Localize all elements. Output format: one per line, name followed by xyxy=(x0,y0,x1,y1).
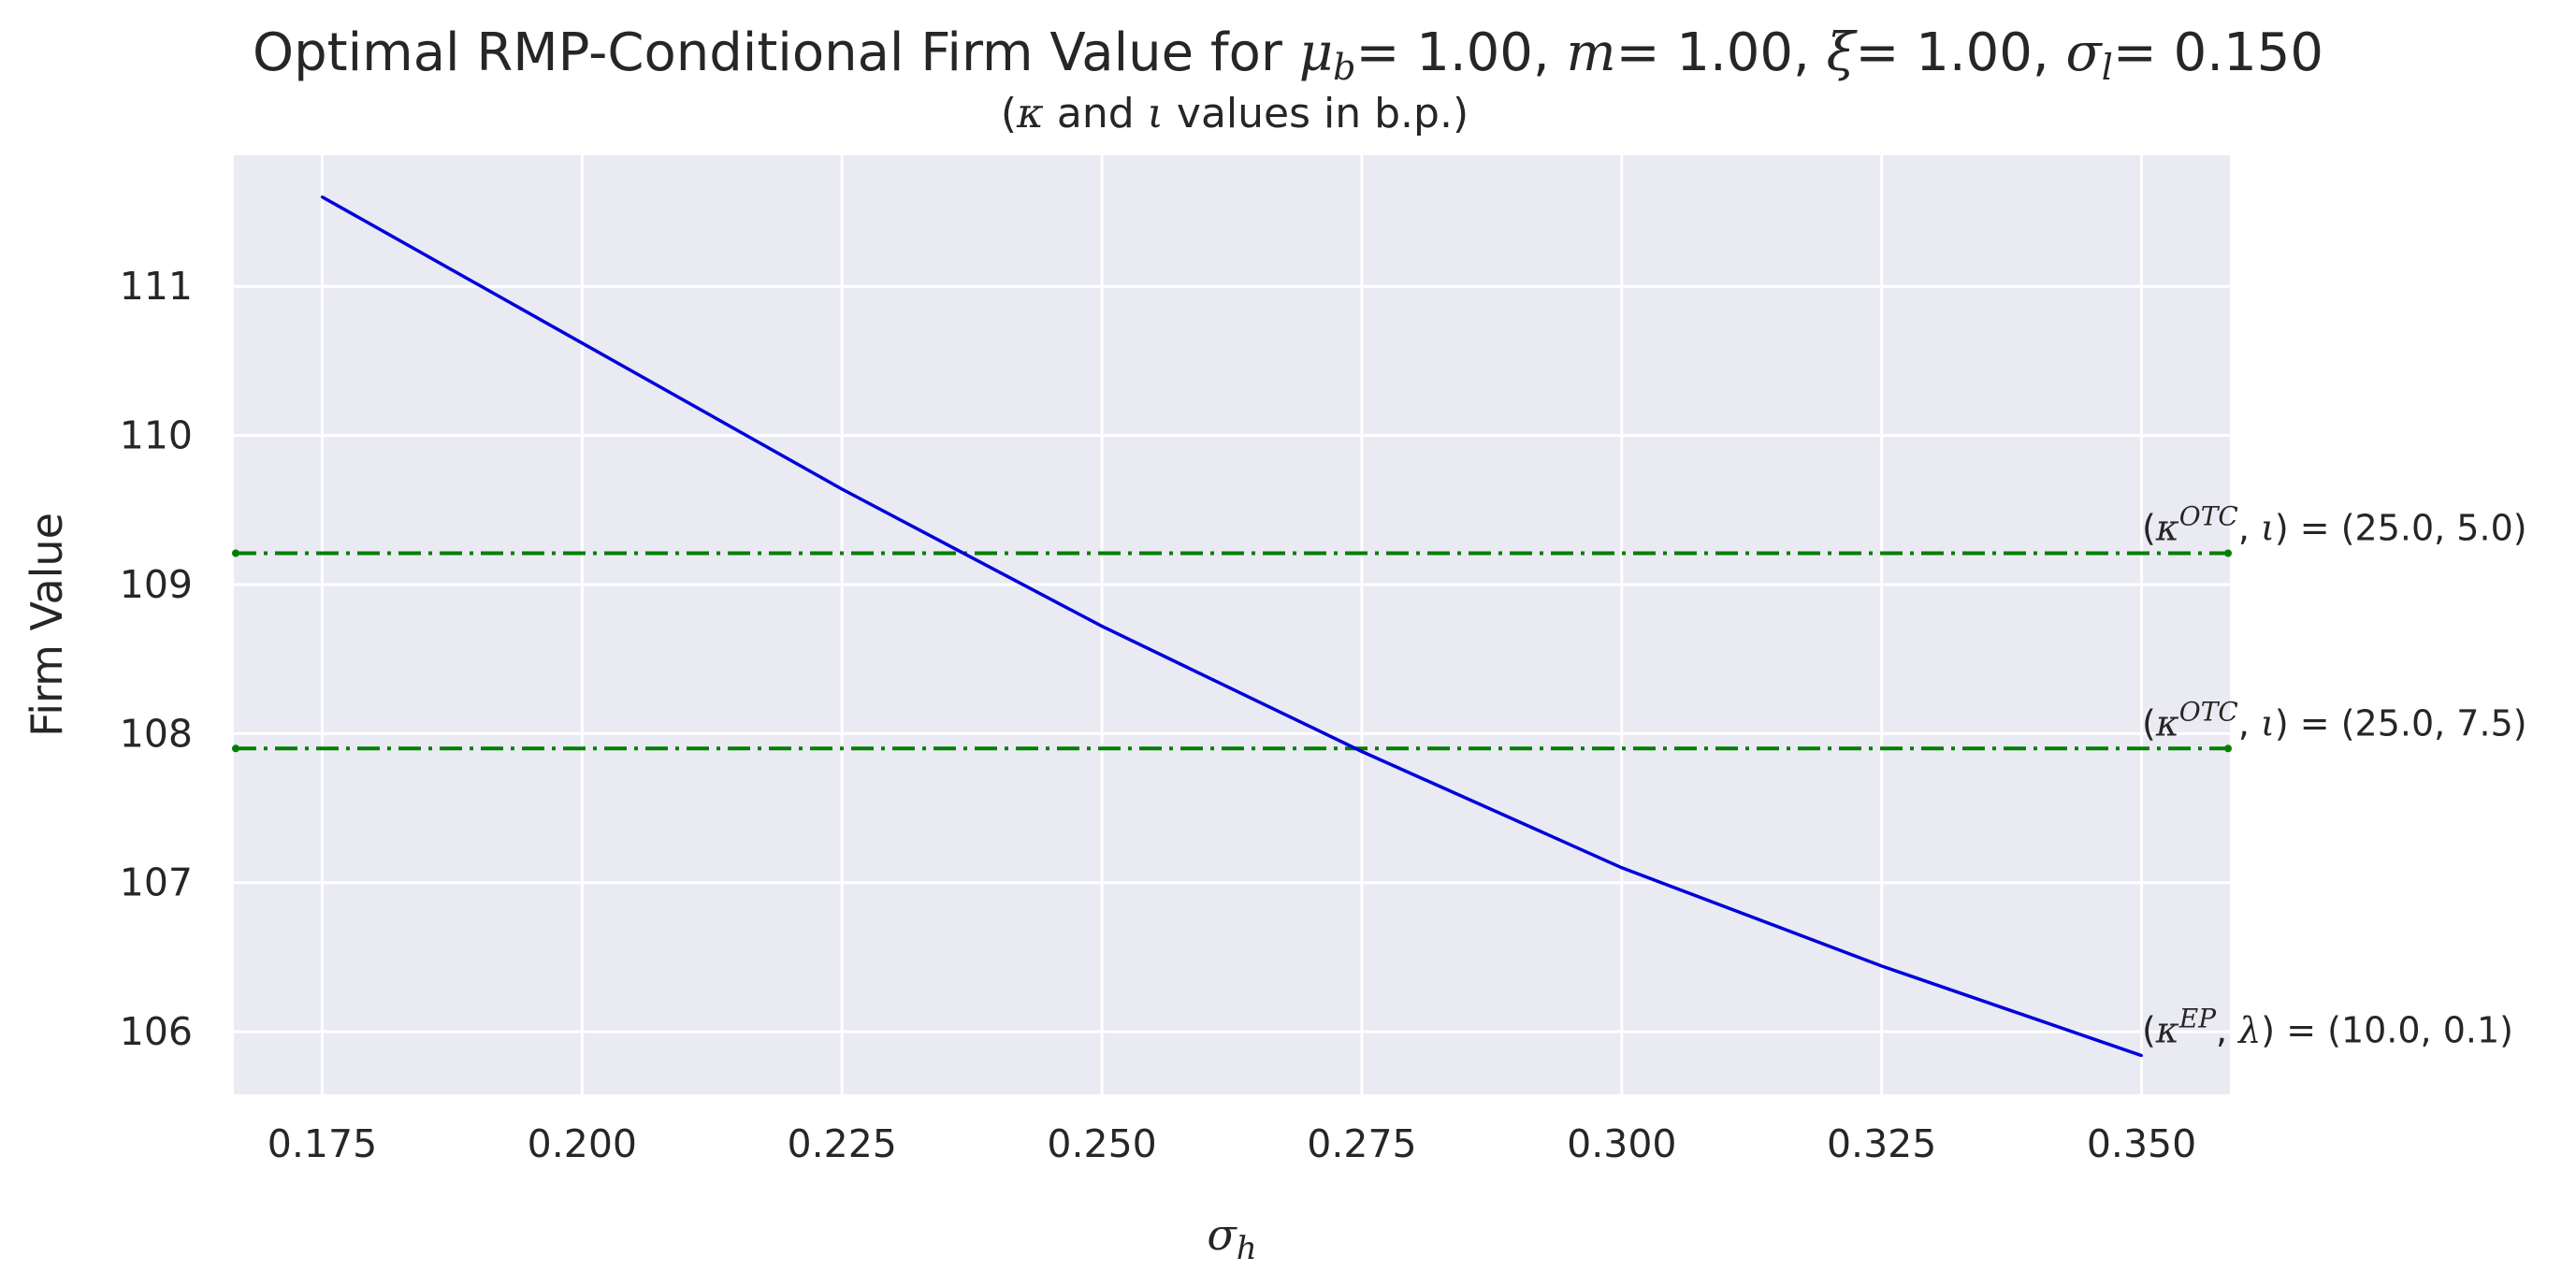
reference-line-marker-start xyxy=(232,549,239,557)
x-tick-label: 0.200 xyxy=(528,1121,637,1166)
series-point xyxy=(1360,749,1364,753)
x-tick-label: 0.175 xyxy=(268,1121,377,1166)
series-annotation: (κEP, λ) = (10.0, 0.1) xyxy=(2142,1004,2513,1051)
reference-line-annotation: (κOTC, ι) = (25.0, 7.5) xyxy=(2142,696,2527,744)
series-point xyxy=(580,341,584,345)
reference-line-marker-start xyxy=(232,744,239,753)
reference-lines xyxy=(232,549,2232,753)
x-tick-label: 0.250 xyxy=(1047,1121,1156,1166)
y-tick-label: 110 xyxy=(120,413,193,458)
title-param-mu-value: 1.00 xyxy=(1416,22,1533,83)
x-tick-label: 0.350 xyxy=(2087,1121,2196,1166)
title-param-xi-value: 1.00 xyxy=(1916,22,2033,83)
title-param-mu-symbol: μ xyxy=(1299,22,1333,83)
title-param-mu-sub: b xyxy=(1333,47,1355,88)
x-axis-ticks: 0.175 0.200 0.225 0.250 0.275 0.300 0.325 0.350 xyxy=(268,1121,2196,1166)
y-tick-label: 109 xyxy=(120,562,193,607)
series-point xyxy=(1880,964,1884,968)
series-group xyxy=(320,195,2144,1058)
title-param-m-symbol: m xyxy=(1567,22,1616,83)
reference-line-annotation: (κOTC, ι) = (25.0, 5.0) xyxy=(2142,501,2527,549)
series-point xyxy=(1620,866,1624,870)
series-point xyxy=(320,195,324,199)
annotations: (κOTC, ι) = (25.0, 5.0) (κOTC, ι) = (25.0… xyxy=(2142,501,2527,1051)
grid xyxy=(234,155,2230,1094)
series-point xyxy=(840,487,844,491)
x-tick-label: 0.325 xyxy=(1827,1121,1936,1166)
y-tick-label: 107 xyxy=(120,860,193,905)
title-param-sigma-value: 0.150 xyxy=(2174,22,2323,83)
title-param-sigma-sub: l xyxy=(2102,47,2113,88)
chart-title-prefix: Optimal RMP-Conditional Firm Value for xyxy=(253,22,1299,83)
y-axis-label: Firm Value xyxy=(22,513,72,737)
chart-title: Optimal RMP-Conditional Firm Value for μ… xyxy=(253,22,2323,88)
y-tick-label: 111 xyxy=(120,264,193,309)
y-axis-ticks: 106 107 108 109 110 111 xyxy=(120,264,193,1054)
x-axis-label: σh xyxy=(1207,1209,1256,1267)
title-param-xi-symbol: ξ xyxy=(1827,22,1859,83)
reference-line-marker-end xyxy=(2224,549,2232,557)
series-point xyxy=(1100,625,1104,629)
y-tick-label: 108 xyxy=(120,711,193,756)
title-param-sigma-symbol: σ xyxy=(2066,22,2104,83)
x-tick-label: 0.275 xyxy=(1307,1121,1416,1166)
series-point xyxy=(2140,1054,2144,1058)
x-tick-label: 0.300 xyxy=(1567,1121,1676,1166)
y-tick-label: 106 xyxy=(120,1009,193,1054)
title-param-m-value: 1.00 xyxy=(1676,22,1793,83)
series-line xyxy=(321,195,2143,1058)
x-tick-label: 0.225 xyxy=(788,1121,897,1166)
plot-area xyxy=(234,155,2230,1094)
reference-line-marker-end xyxy=(2224,744,2232,753)
chart-subtitle: (κ and ι values in b.p.) xyxy=(1001,90,1469,137)
